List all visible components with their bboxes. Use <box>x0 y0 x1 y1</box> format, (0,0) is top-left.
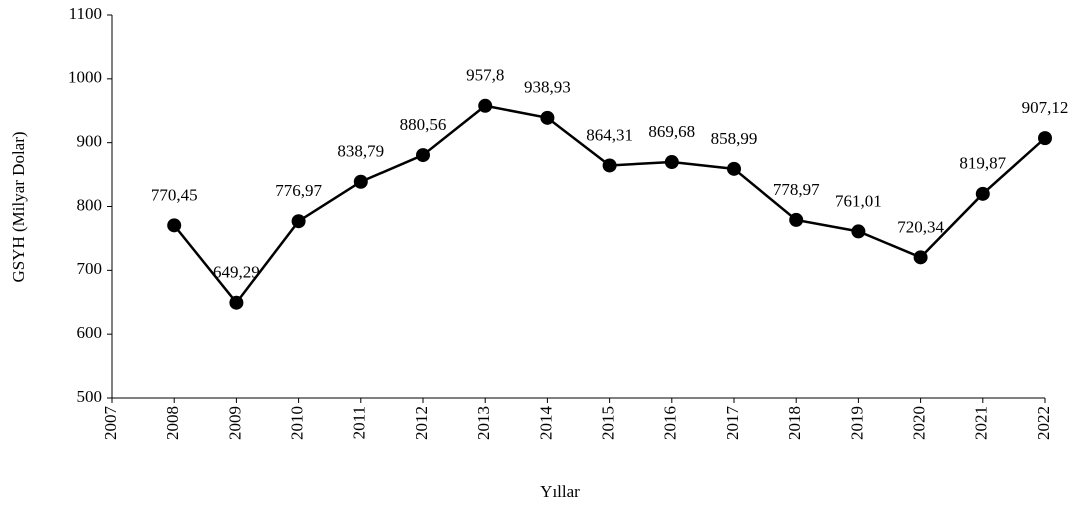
x-tick-label: 2012 <box>412 406 431 440</box>
data-point <box>602 158 617 173</box>
y-tick-label: 700 <box>77 259 103 278</box>
data-label: 649,29 <box>213 263 260 282</box>
data-point <box>975 186 990 201</box>
data-point <box>478 98 493 113</box>
data-label: 720,34 <box>897 217 944 236</box>
y-tick-label: 1100 <box>69 4 102 23</box>
data-label: 770,45 <box>151 185 198 204</box>
x-tick-label: 2015 <box>599 406 618 440</box>
x-tick-label: 2018 <box>785 406 804 440</box>
data-label: 761,01 <box>835 191 882 210</box>
x-tick-label: 2022 <box>1034 406 1053 440</box>
x-tick-label: 2010 <box>288 406 307 440</box>
y-tick-label: 500 <box>77 387 103 406</box>
data-label: 819,87 <box>959 154 1006 173</box>
data-point <box>913 250 928 265</box>
y-tick-label: 900 <box>77 132 103 151</box>
data-label: 957,8 <box>466 66 504 85</box>
data-point <box>353 174 368 189</box>
data-point <box>727 161 741 176</box>
data-point <box>851 224 866 239</box>
data-label: 869,68 <box>648 122 695 141</box>
x-tick-label: 2017 <box>723 406 742 441</box>
y-tick-label: 800 <box>77 195 103 214</box>
data-point <box>291 214 306 229</box>
data-label: 776,97 <box>275 181 322 200</box>
data-point <box>1038 131 1052 146</box>
data-label: 938,93 <box>524 78 571 97</box>
x-tick-label: 2021 <box>972 406 991 440</box>
x-tick-label: 2019 <box>847 406 866 440</box>
x-tick-label: 2008 <box>163 406 182 440</box>
x-tick-label: 2020 <box>910 406 929 440</box>
data-point <box>789 212 804 227</box>
data-label: 864,31 <box>586 125 633 144</box>
data-label: 907,12 <box>1022 98 1069 117</box>
data-label: 858,99 <box>711 129 758 148</box>
x-tick-label: 2009 <box>225 406 244 440</box>
y-tick-label: 600 <box>77 323 103 342</box>
data-point <box>416 148 430 163</box>
x-tick-label: 2016 <box>661 406 680 440</box>
data-point <box>664 155 679 170</box>
x-tick-label: 2013 <box>474 406 493 440</box>
x-tick-label: 2007 <box>101 406 120 441</box>
data-point <box>540 110 555 125</box>
y-tick-label: 1000 <box>68 68 102 87</box>
data-label: 880,56 <box>400 115 447 134</box>
data-point <box>167 218 182 233</box>
x-tick-label: 2014 <box>536 406 555 441</box>
y-axis-title: GSYH (Milyar Dolar) <box>9 131 28 282</box>
data-label: 778,97 <box>773 180 820 199</box>
data-point <box>229 295 244 310</box>
x-tick-label: 2011 <box>350 406 369 439</box>
x-axis-title: Yıllar <box>540 482 580 501</box>
data-label: 838,79 <box>337 142 384 161</box>
